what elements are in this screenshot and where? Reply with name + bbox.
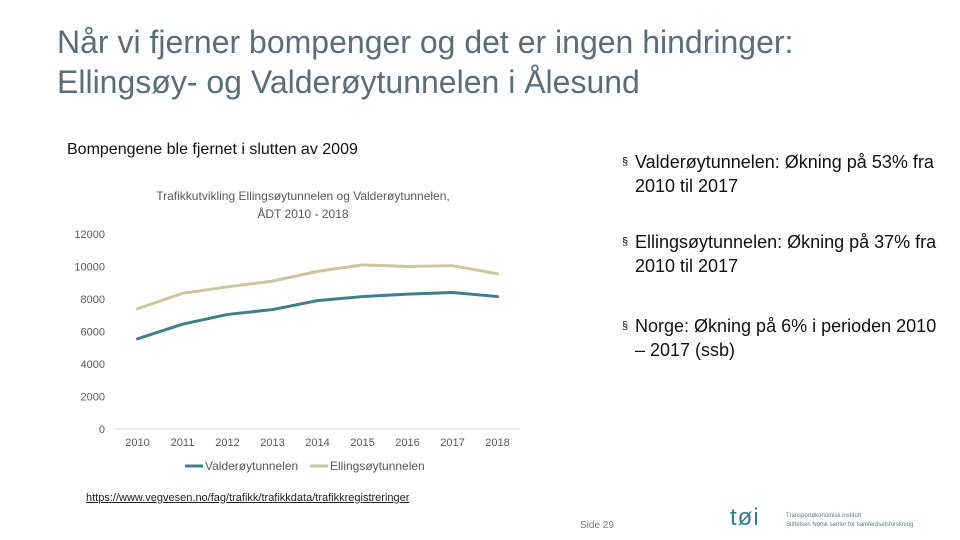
y-tick-label: 8000 bbox=[81, 294, 105, 306]
y-tick-label: 12000 bbox=[74, 229, 105, 241]
toi-logo-mark: tøi bbox=[730, 504, 760, 531]
x-tick-label: 2017 bbox=[440, 437, 464, 449]
y-axis: 0 2000 4000 6000 8000 10000 12000 bbox=[74, 229, 105, 436]
toi-logo-line1: Transportøkonomisk institutt bbox=[786, 513, 862, 519]
x-axis: 2010 2011 2012 2013 2014 2015 2016 2017 2018 bbox=[115, 428, 520, 449]
y-tick-label: 4000 bbox=[81, 359, 105, 371]
bullet-item-norge: § Norge: Økning på 6% i perioden 2010 – … bbox=[622, 314, 942, 362]
x-tick-label: 2013 bbox=[260, 437, 284, 449]
series-line-1 bbox=[136, 263, 499, 311]
chart-subtitle: Bompengene ble fjernet i slutten av 2009 bbox=[67, 141, 358, 158]
series-lines bbox=[136, 263, 499, 341]
bullet-marker: § bbox=[622, 320, 629, 332]
bullet-text: Norge: Økning på 6% i perioden 2010 – 20… bbox=[635, 316, 937, 360]
legend-label: Valderøytunnelen bbox=[205, 459, 298, 473]
x-tick-label: 2010 bbox=[125, 437, 149, 449]
x-tick-label: 2014 bbox=[305, 437, 329, 449]
slide-title-line2: Ellingsøy- og Valderøytunnelen i Ålesund bbox=[57, 64, 640, 100]
bullet-marker: § bbox=[622, 156, 629, 168]
source-link[interactable]: https://www.vegvesen.no/fag/trafikk/traf… bbox=[86, 492, 410, 504]
y-tick-label: 6000 bbox=[81, 327, 105, 339]
toi-logo: tøi Transportøkonomisk institutt Stiftel… bbox=[730, 504, 960, 536]
x-tick-label: 2012 bbox=[215, 437, 239, 449]
bullet-item-valderoy: § Valderøytunnelen: Økning på 53% fra 20… bbox=[622, 150, 942, 198]
y-tick-label: 0 bbox=[99, 424, 105, 436]
x-tick-label: 2015 bbox=[350, 437, 374, 449]
bullet-text: Valderøytunnelen: Økning på 53% fra 2010… bbox=[635, 152, 934, 196]
y-tick-label: 2000 bbox=[81, 392, 105, 404]
slide-title-line1: Når vi fjerner bompenger og det er ingen… bbox=[57, 24, 794, 60]
slide-title: Når vi fjerner bompenger og det er ingen… bbox=[57, 22, 937, 102]
bullet-text: Ellingsøytunnelen: Økning på 37% fra 201… bbox=[635, 232, 937, 276]
x-tick-label: 2018 bbox=[485, 437, 509, 449]
toi-logo-text: Transportøkonomisk institutt Stiftelsen … bbox=[786, 512, 913, 530]
traffic-line-chart: Trafikkutvikling Ellingsøytunnelen og Va… bbox=[74, 189, 520, 473]
chart-legend: Valderøytunnelen Ellingsøytunnelen bbox=[185, 459, 425, 473]
chart-title-line1: Trafikkutvikling Ellingsøytunnelen og Va… bbox=[156, 189, 449, 203]
legend-label: Ellingsøytunnelen bbox=[330, 459, 425, 473]
x-tick-label: 2011 bbox=[171, 437, 195, 449]
chart-title-line2: ÅDT 2010 - 2018 bbox=[257, 206, 348, 221]
x-tick-label: 2016 bbox=[395, 437, 419, 449]
bullet-marker: § bbox=[622, 236, 629, 248]
series-line-0 bbox=[136, 291, 499, 341]
y-tick-label: 10000 bbox=[74, 262, 105, 274]
toi-logo-line2: Stiftelsen Norsk senter for samferdselsf… bbox=[786, 522, 914, 528]
page-number: Side 29 bbox=[580, 520, 614, 531]
bullet-item-ellingsoy: § Ellingsøytunnelen: Økning på 37% fra 2… bbox=[622, 230, 942, 278]
